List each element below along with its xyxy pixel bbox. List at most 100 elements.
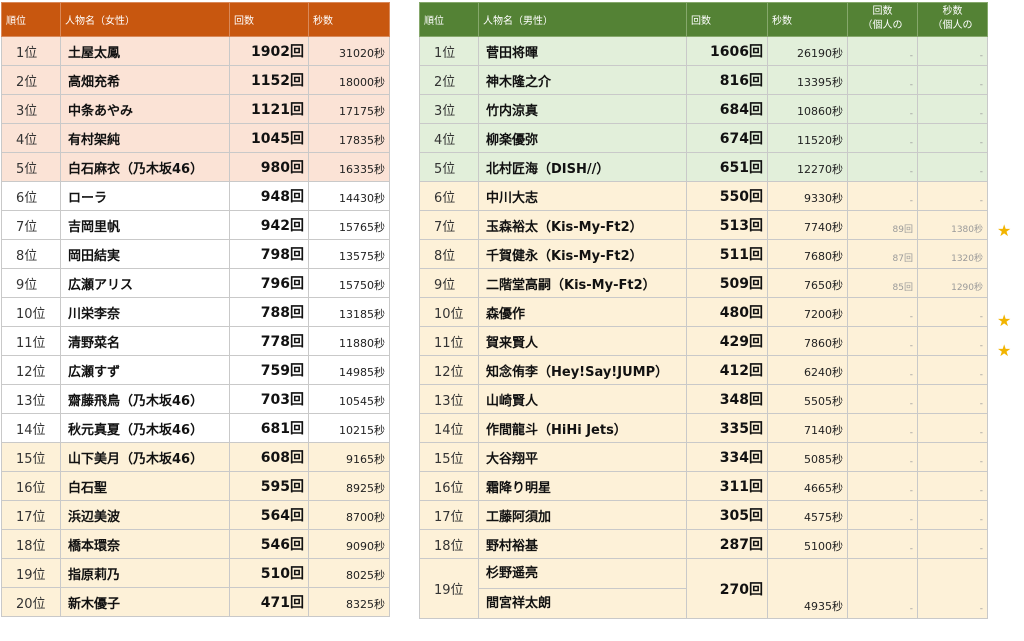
count-cell: 270回 [686, 558, 768, 619]
table-row: 20位 新木優子 471回 8325秒 [1, 587, 390, 617]
table-row: 6位 ローラ 948回 14430秒 [1, 181, 390, 211]
header-individual-seconds: 秒数 （個人の [917, 2, 988, 37]
rank-cell: 17位 [1, 500, 61, 530]
seconds-cell: 8925秒 [308, 471, 390, 501]
table-row: 19位 指原莉乃 510回 8025秒 [1, 558, 390, 588]
seconds-cell: 6240秒 [767, 355, 848, 385]
name-cell: 秋元真夏（乃木坂46） [60, 413, 230, 443]
rank-cell: 16位 [419, 471, 479, 501]
individual-count-cell: - [847, 123, 918, 153]
name-cell: 中川大志 [478, 181, 687, 211]
individual-seconds-cell: - [917, 442, 988, 472]
rank-cell: 4位 [1, 123, 61, 153]
name-cell: 橋本環奈 [60, 529, 230, 559]
seconds-cell: 16335秒 [308, 152, 390, 182]
name-cell: 野村裕基 [478, 529, 687, 559]
rank-cell: 13位 [419, 384, 479, 414]
individual-seconds-cell: - [917, 123, 988, 153]
seconds-cell: 15765秒 [308, 210, 390, 240]
name-cell: 山崎賢人 [478, 384, 687, 414]
name-cell: 菅田将暉 [478, 36, 687, 66]
individual-seconds-cell: 1320秒 [917, 239, 988, 269]
count-cell: 513回 [686, 210, 768, 240]
name-cell: 工藤阿須加 [478, 500, 687, 530]
table-row: 15位 大谷翔平 334回 5085秒 - - [419, 442, 988, 472]
seconds-cell: 5085秒 [767, 442, 848, 472]
seconds-cell: 10860秒 [767, 94, 848, 124]
count-cell: 759回 [229, 355, 309, 385]
seconds-cell: 7740秒 [767, 210, 848, 240]
female-ranking-table: 順位 人物名（女性） 回数 秒数 1位 土屋太鳳 1902回 31020秒 2位 高畑充希… [1, 2, 390, 617]
name-cell: 白石麻衣（乃木坂46） [60, 152, 230, 182]
name-cell: 杉野遥亮 間宮祥太朗 [478, 558, 687, 619]
seconds-cell: 17175秒 [308, 94, 390, 124]
star-icon: ★ [997, 311, 1012, 330]
count-cell: 335回 [686, 413, 768, 443]
seconds-cell: 8325秒 [308, 587, 390, 617]
name-cell: 高畑充希 [60, 65, 230, 95]
rank-cell: 12位 [419, 355, 479, 385]
rank-cell: 19位 [419, 558, 479, 619]
seconds-cell: 8025秒 [308, 558, 390, 588]
table-row: 13位 山崎賢人 348回 5505秒 - - [419, 384, 988, 414]
name-cell: 齋藤飛鳥（乃木坂46） [60, 384, 230, 414]
individual-count-cell: - [847, 65, 918, 95]
table-row: 14位 秋元真夏（乃木坂46） 681回 10215秒 [1, 413, 390, 443]
table-row: 6位 中川大志 550回 9330秒 - - [419, 181, 988, 211]
count-cell: 674回 [686, 123, 768, 153]
rank-cell: 1位 [1, 36, 61, 66]
name-cell: 土屋太鳳 [60, 36, 230, 66]
table-row: 15位 山下美月（乃木坂46） 608回 9165秒 [1, 442, 390, 472]
rank-cell: 5位 [1, 152, 61, 182]
rank-cell: 17位 [419, 500, 479, 530]
individual-count-cell: - [847, 471, 918, 501]
name-cell: 竹内涼真 [478, 94, 687, 124]
count-cell: 1152回 [229, 65, 309, 95]
table-row: 10位 川栄李奈 788回 13185秒 [1, 297, 390, 327]
count-cell: 595回 [229, 471, 309, 501]
table-row: 8位 千賀健永（Kis-My-Ft2） 511回 7680秒 87回 1320秒 [419, 239, 988, 269]
table-row: 17位 浜辺美波 564回 8700秒 [1, 500, 390, 530]
name-cell: 柳楽優弥 [478, 123, 687, 153]
name-cell: 有村架純 [60, 123, 230, 153]
name-cell: 川栄李奈 [60, 297, 230, 327]
seconds-cell: 5100秒 [767, 529, 848, 559]
header-name: 人物名（女性） [60, 2, 230, 37]
name-line: 間宮祥太朗 [479, 588, 686, 618]
individual-seconds-cell: - [917, 471, 988, 501]
count-cell: 778回 [229, 326, 309, 356]
header-name: 人物名（男性） [478, 2, 687, 37]
rank-cell: 10位 [419, 297, 479, 327]
name-cell: 岡田結実 [60, 239, 230, 269]
seconds-cell: 8700秒 [308, 500, 390, 530]
name-cell: ローラ [60, 181, 230, 211]
seconds-cell: 31020秒 [308, 36, 390, 66]
name-cell: 指原莉乃 [60, 558, 230, 588]
rank-cell: 15位 [419, 442, 479, 472]
count-cell: 816回 [686, 65, 768, 95]
count-cell: 1606回 [686, 36, 768, 66]
name-cell: 中条あやみ [60, 94, 230, 124]
count-cell: 684回 [686, 94, 768, 124]
seconds-cell: 7650秒 [767, 268, 848, 298]
seconds-cell: 14430秒 [308, 181, 390, 211]
individual-seconds-cell: - [917, 384, 988, 414]
individual-count-cell: - [847, 326, 918, 356]
seconds-cell: 18000秒 [308, 65, 390, 95]
count-cell: 1902回 [229, 36, 309, 66]
seconds-cell: 13575秒 [308, 239, 390, 269]
header-individual-seconds-label: 秒数 （個人の [932, 6, 973, 31]
header-individual-count-label: 回数 （個人の [862, 6, 903, 31]
individual-count-cell: - [847, 152, 918, 182]
count-cell: 798回 [229, 239, 309, 269]
rank-cell: 9位 [419, 268, 479, 298]
individual-count-cell: - [847, 558, 918, 619]
rank-cell: 5位 [419, 152, 479, 182]
count-cell: 334回 [686, 442, 768, 472]
rank-cell: 10位 [1, 297, 61, 327]
male-header-row: 順位 人物名（男性） 回数 秒数 回数 （個人の 秒数 （個人の [419, 2, 988, 37]
table-row: 7位 玉森裕太（Kis-My-Ft2） 513回 7740秒 89回 1380秒 [419, 210, 988, 240]
individual-count-cell: - [847, 500, 918, 530]
individual-seconds-cell: - [917, 500, 988, 530]
count-cell: 287回 [686, 529, 768, 559]
